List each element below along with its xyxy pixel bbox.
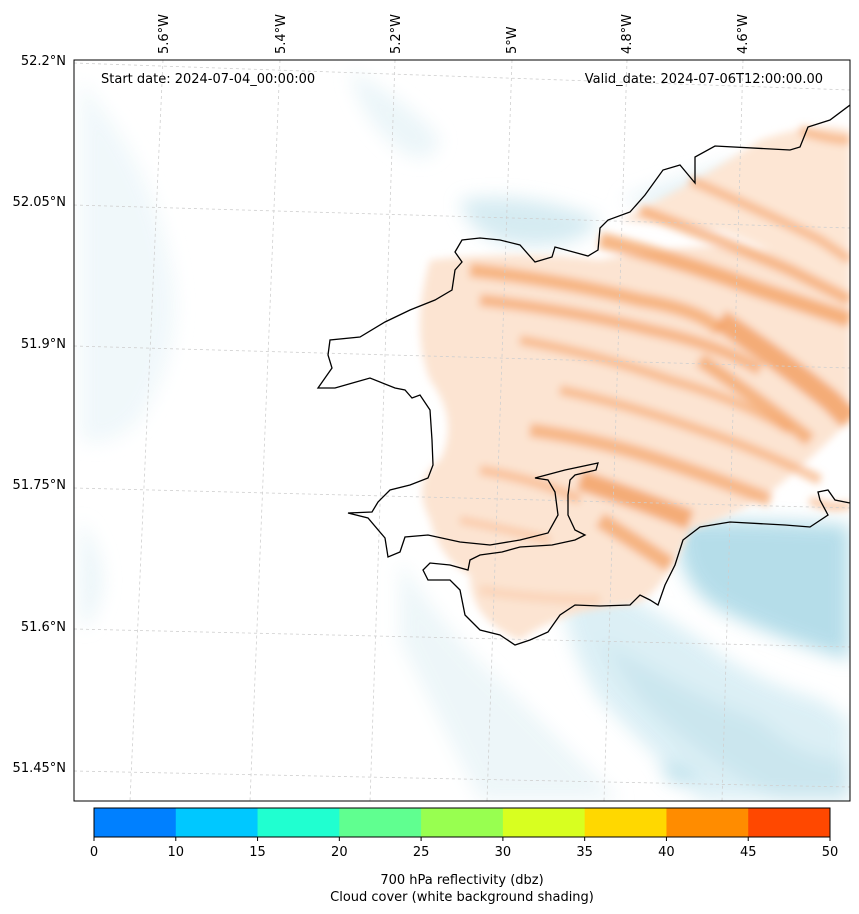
start-date-label: Start date: 2024-07-04_00:00:00 xyxy=(101,72,315,87)
longitude-labels: 5.6°W 5.4°W 5.2°W 5°W 4.8°W 4.6°W xyxy=(157,14,751,54)
lon-label-6: 4.6°W xyxy=(736,14,751,54)
colorbar-tick-label: 0 xyxy=(90,845,98,860)
reflectivity-shading xyxy=(420,125,850,640)
colorbar: 0 10 15 20 25 30 35 40 45 50 xyxy=(90,807,839,860)
colorbar-segment xyxy=(421,808,504,837)
valid-date-label: Valid_date: 2024-07-06T12:00:00.00 xyxy=(585,72,823,87)
map-area: Start date: 2024-07-04_00:00:00 Valid_da… xyxy=(74,60,850,801)
colorbar-tick-label: 45 xyxy=(740,845,757,860)
colorbar-tick-label: 50 xyxy=(822,845,839,860)
lat-label-4: 51.75°N xyxy=(13,478,66,493)
colorbar-label-line2: Cloud cover (white background shading) xyxy=(330,890,594,905)
gridlines xyxy=(74,60,850,801)
map-frame xyxy=(73,59,851,802)
colorbar-tick-label: 20 xyxy=(331,845,348,860)
colorbar-segment xyxy=(748,808,831,837)
colorbar-segment xyxy=(339,808,422,837)
lon-label-4: 5°W xyxy=(505,26,520,54)
colorbar-tick-label: 40 xyxy=(658,845,675,860)
lat-label-6: 51.45°N xyxy=(13,761,66,776)
colorbar-tick-label: 35 xyxy=(576,845,593,860)
colorbar-tick-label: 30 xyxy=(495,845,512,860)
colorbar-tick-label: 15 xyxy=(249,845,266,860)
lat-label-2: 52.05°N xyxy=(13,195,66,210)
lon-label-5: 4.8°W xyxy=(620,14,635,54)
latitude-labels: 52.2°N 52.05°N 51.9°N 51.75°N 51.6°N 51.… xyxy=(13,54,66,776)
colorbar-label-line1: 700 hPa reflectivity (dbz) xyxy=(380,873,543,888)
lon-label-2: 5.4°W xyxy=(274,14,289,54)
lat-label-5: 51.6°N xyxy=(21,620,66,635)
colorbar-segment xyxy=(666,808,749,837)
colorbar-tick-label: 10 xyxy=(168,845,185,860)
colorbar-segment xyxy=(584,808,667,837)
cloud-cover-shading xyxy=(80,70,850,800)
coastline xyxy=(316,104,850,646)
lat-label-3: 51.9°N xyxy=(21,337,66,352)
lon-label-1: 5.6°W xyxy=(157,14,172,54)
colorbar-segment xyxy=(94,808,177,837)
lon-label-3: 5.2°W xyxy=(389,14,404,54)
colorbar-segment xyxy=(175,808,259,837)
colorbar-segment xyxy=(502,808,586,837)
colorbar-segment xyxy=(257,808,340,837)
lat-label-1: 52.2°N xyxy=(21,54,66,69)
colorbar-frame xyxy=(93,807,831,838)
colorbar-tick-label: 25 xyxy=(413,845,430,860)
